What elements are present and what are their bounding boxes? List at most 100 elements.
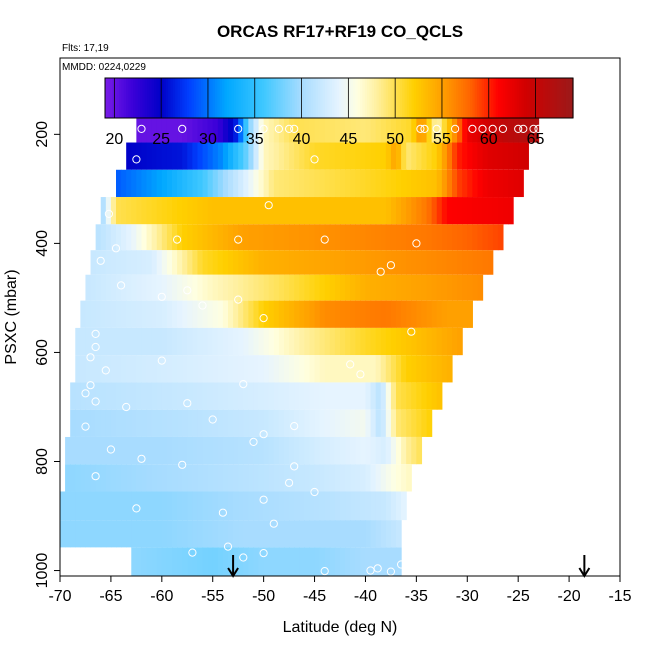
heatmap-cell <box>146 382 153 410</box>
heatmap-cell <box>177 300 183 328</box>
heatmap-cell <box>278 491 285 521</box>
y-tick-label: 1000 <box>34 553 51 589</box>
sample-point <box>285 124 294 133</box>
colorbar-segment <box>196 78 200 118</box>
heatmap-cell <box>100 274 107 301</box>
heatmap-cell <box>233 436 239 465</box>
heatmap-cell <box>477 250 484 275</box>
heatmap-cell <box>416 142 423 170</box>
heatmap-cell <box>258 355 265 383</box>
colorbar-segment <box>198 78 202 118</box>
heatmap-cell <box>253 491 260 521</box>
colorbar: 20 25 30 35 40 45 50 55 60 65 <box>104 77 574 148</box>
heatmap-cell <box>319 355 326 383</box>
heatmap-cell <box>284 436 290 465</box>
heatmap-cell <box>446 327 453 356</box>
heatmap-cell <box>192 436 199 465</box>
colorbar-segment <box>533 78 537 118</box>
colorbar-segment <box>252 78 256 118</box>
heatmap-cell <box>375 142 382 170</box>
heatmap-cell <box>477 274 484 301</box>
colorbar-segment <box>186 78 190 118</box>
sample-point <box>488 124 497 133</box>
heatmap-cell <box>350 300 356 328</box>
heatmap-row <box>70 382 443 410</box>
heatmap-cell <box>233 355 239 383</box>
heatmap-cell <box>222 250 229 275</box>
heatmap-cell <box>278 250 285 275</box>
heatmap-cell <box>100 300 107 328</box>
heatmap-cell <box>172 491 178 521</box>
heatmap-cell <box>268 300 275 328</box>
heatmap-cell <box>340 117 346 143</box>
heatmap-cell <box>141 274 148 301</box>
heatmap-cell <box>508 142 514 170</box>
heatmap-cell <box>294 300 300 328</box>
heatmap-cell <box>284 117 290 143</box>
colorbar-segment <box>514 78 518 118</box>
heatmap-cell <box>146 520 153 548</box>
heatmap-cell <box>324 327 331 356</box>
heatmap-cell <box>105 520 112 548</box>
sample-point <box>259 549 268 558</box>
heatmap-cell <box>141 355 148 383</box>
heatmap-cell <box>467 300 473 328</box>
heatmap-cell <box>436 142 443 170</box>
heatmap-cell <box>309 520 316 548</box>
heatmap-cell <box>289 382 295 410</box>
heatmap-cell <box>426 409 433 437</box>
heatmap-cell <box>396 464 402 492</box>
heatmap-cell <box>182 409 188 437</box>
heatmap-cell <box>253 142 260 170</box>
heatmap-cell <box>75 409 81 437</box>
colorbar-segment <box>257 78 261 118</box>
heatmap-cell <box>105 327 112 356</box>
heatmap-cell <box>177 355 183 383</box>
colorbar-segment <box>310 78 314 118</box>
heatmap-cell <box>431 250 438 275</box>
colorbar-segment <box>420 78 424 118</box>
heatmap-row <box>75 355 453 383</box>
heatmap-cell <box>396 142 402 170</box>
colorbar-segment <box>512 78 516 118</box>
heatmap-cell <box>350 250 356 275</box>
heatmap-cell <box>329 197 336 225</box>
heatmap-cell <box>299 117 305 143</box>
heatmap-cell <box>462 224 468 251</box>
heatmap-cell <box>90 300 97 328</box>
heatmap-cell <box>457 142 463 170</box>
colorbar-segment <box>292 78 296 118</box>
heatmap-cell <box>324 436 331 465</box>
colorbar-segment <box>565 78 569 118</box>
heatmap-cell <box>431 274 438 301</box>
heatmap-cell <box>482 117 489 143</box>
heatmap-cell <box>299 491 305 521</box>
heatmap-cell <box>345 464 351 492</box>
heatmap-cell <box>273 274 280 301</box>
heatmap-cell <box>197 436 204 465</box>
heatmap-cell <box>375 224 382 251</box>
heatmap-row <box>80 300 473 328</box>
heatmap-cell <box>177 117 183 143</box>
colorbar-segment <box>268 78 272 118</box>
colorbar-segment <box>486 78 490 118</box>
heatmap-cell <box>126 197 132 225</box>
heatmap-cell <box>457 274 463 301</box>
heatmap-cell <box>70 464 76 492</box>
colorbar-segment <box>432 78 436 118</box>
heatmap-cell <box>396 436 402 465</box>
heatmap-cell <box>304 197 311 225</box>
heatmap-cell <box>146 436 153 465</box>
colorbar-segment <box>343 78 347 118</box>
heatmap-cell <box>472 142 479 170</box>
colorbar-segment <box>369 78 373 118</box>
heatmap-cell <box>375 382 382 410</box>
heatmap-cell <box>187 355 193 383</box>
heatmap-cell <box>390 142 397 170</box>
colorbar-segment <box>374 78 378 118</box>
heatmap-cell <box>365 436 372 465</box>
sample-point <box>290 422 299 431</box>
heatmap-cell <box>314 491 321 521</box>
heatmap-cell <box>309 327 316 356</box>
heatmap-cell <box>253 250 260 275</box>
